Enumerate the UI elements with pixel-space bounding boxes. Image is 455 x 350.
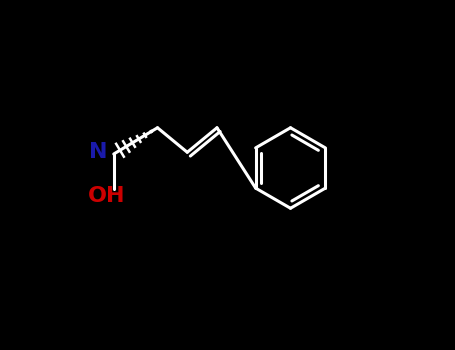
Text: OH: OH [88, 186, 126, 206]
Text: N: N [89, 142, 107, 162]
